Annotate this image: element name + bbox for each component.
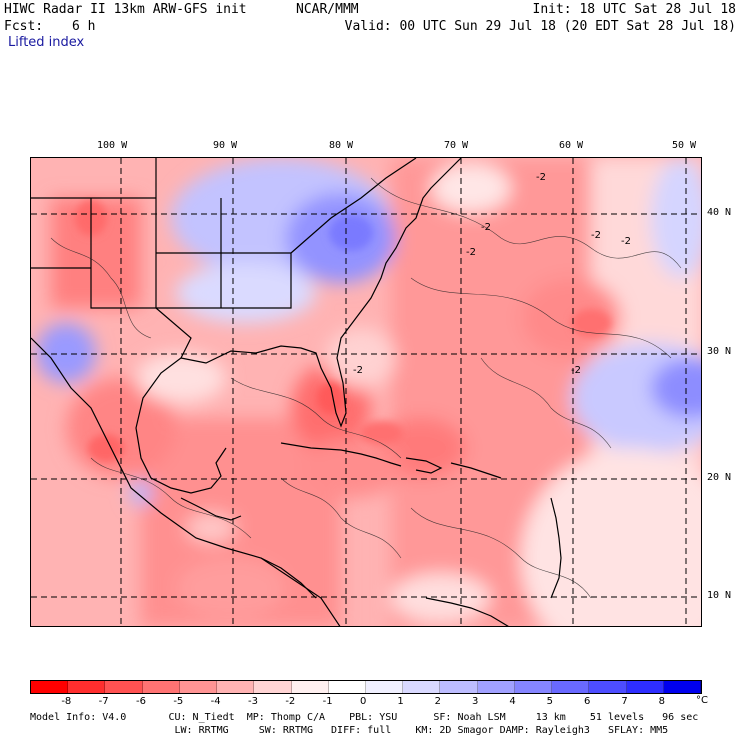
init-time: Init: 18 UTC Sat 28 Jul 18 bbox=[532, 2, 737, 17]
lon-label: 80 W bbox=[329, 140, 354, 151]
colorbar-tick-label: -2 bbox=[285, 696, 296, 707]
contour-labels: -2 -2 -2 -2 -2 -2 -2 bbox=[353, 172, 631, 376]
colorbar-swatch bbox=[626, 681, 664, 693]
colorbar-swatch bbox=[31, 681, 69, 693]
colorbar-tick-label: 7 bbox=[621, 696, 628, 707]
model-info-line1: Model Info: V4.0 CU: N_Tiedt MP: Thomp C… bbox=[30, 712, 699, 723]
fcst-label: Fcst: bbox=[4, 19, 44, 34]
colorbar-tick-label: -5 bbox=[173, 696, 184, 707]
colorbar-swatch bbox=[291, 681, 329, 693]
lon-label: 90 W bbox=[213, 140, 238, 151]
colorbar-swatch bbox=[254, 681, 292, 693]
lon-label: 100 W bbox=[97, 140, 128, 151]
colorbar-tick-label: -4 bbox=[210, 696, 221, 707]
colorbar-tick-label: -6 bbox=[136, 696, 146, 707]
colorbar-swatch bbox=[142, 681, 180, 693]
graticule bbox=[31, 158, 701, 626]
colorbar-swatch bbox=[477, 681, 515, 693]
colorbar-swatch bbox=[105, 681, 143, 693]
contour-label: -2 bbox=[621, 236, 631, 247]
colorbar-tick-label: -3 bbox=[248, 696, 258, 707]
colorbar-swatch bbox=[663, 681, 701, 693]
contour-label: -2 bbox=[481, 222, 491, 233]
colorbar-swatch bbox=[365, 681, 404, 693]
field-detail bbox=[75, 200, 611, 462]
lon-label: 70 W bbox=[444, 140, 469, 151]
lon-label: 60 W bbox=[559, 140, 584, 151]
colorbar-unit: °C bbox=[696, 695, 708, 706]
contour-label: -2 bbox=[536, 172, 546, 183]
lat-label: 20 N bbox=[707, 472, 732, 483]
colorbar-tick-label: 6 bbox=[584, 696, 591, 707]
colorbar-tick-label: 5 bbox=[546, 696, 554, 707]
colorbar-tick-label: 8 bbox=[658, 696, 666, 707]
colorbar-tick-label: 3 bbox=[472, 696, 479, 707]
colorbar bbox=[30, 680, 702, 694]
contour-label: -2 bbox=[466, 247, 476, 258]
colorbar-tick-label: -8 bbox=[61, 696, 72, 707]
colorbar-tick-label: -1 bbox=[322, 696, 333, 707]
org-label: NCAR/MMM bbox=[296, 2, 359, 17]
colorbar-tick-label: 0 bbox=[360, 696, 367, 707]
fcst-value: 6 h bbox=[72, 19, 96, 34]
colorbar-swatch bbox=[552, 681, 590, 693]
colorbar-swatch bbox=[217, 681, 255, 693]
colorbar-swatch bbox=[589, 681, 627, 693]
lat-label: 40 N bbox=[707, 207, 732, 218]
colorbar-swatch bbox=[328, 681, 366, 693]
valid-time: Valid: 00 UTC Sun 29 Jul 18 (20 EDT Sat … bbox=[344, 19, 736, 34]
lat-label: 10 N bbox=[707, 590, 732, 601]
field-name: Lifted index bbox=[8, 35, 85, 50]
contour-label: -2 bbox=[591, 230, 601, 241]
coastlines bbox=[31, 158, 562, 626]
contours bbox=[50, 177, 682, 599]
model-info-line2: LW: RRTMG SW: RRTMG DIFF: full KM: 2D Sm… bbox=[30, 725, 669, 736]
colorbar-swatch bbox=[68, 681, 106, 693]
colorbar-swatch bbox=[403, 681, 441, 693]
colorbar-tick-label: 2 bbox=[434, 696, 442, 707]
colorbar-tick-label: 4 bbox=[509, 696, 516, 707]
colorbar-tick-label: -7 bbox=[98, 696, 109, 707]
colorbar-swatch bbox=[179, 681, 218, 693]
contour-label: -2 bbox=[571, 365, 581, 376]
map-panel: -2 -2 -2 -2 -2 -2 -2 bbox=[30, 157, 702, 627]
colorbar-swatch bbox=[440, 681, 478, 693]
lon-label: 50 W bbox=[672, 140, 697, 151]
lat-label: 30 N bbox=[707, 346, 732, 357]
colorbar-swatch bbox=[514, 681, 553, 693]
lifted-index-field: -2 -2 -2 -2 -2 -2 -2 bbox=[31, 158, 701, 626]
model-title: HIWC Radar II 13km ARW-GFS init bbox=[4, 2, 247, 17]
colorbar-tick-label: 1 bbox=[397, 696, 404, 707]
contour-label: -2 bbox=[353, 365, 363, 376]
